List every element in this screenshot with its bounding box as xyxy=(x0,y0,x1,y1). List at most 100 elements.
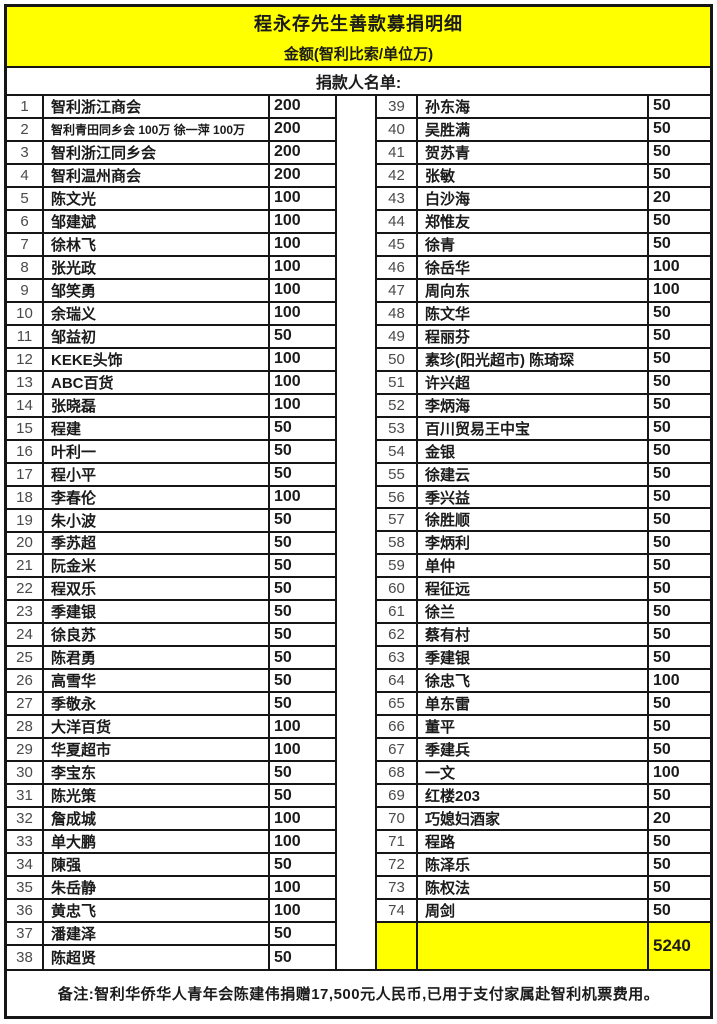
row-number: 45 xyxy=(377,233,418,255)
donor-name: 单东雷 xyxy=(418,693,649,715)
donor-amount: 100 xyxy=(274,235,301,253)
table-row: 37 潘建泽 50 xyxy=(7,923,335,947)
table-row: 1 智利浙江商会 200 xyxy=(7,96,335,119)
row-number: 7 xyxy=(7,233,44,255)
donor-amount: 50 xyxy=(653,465,671,483)
table-row: 24 徐良苏 50 xyxy=(7,624,335,648)
table-row: 38 陈超贤 50 xyxy=(7,946,335,969)
table-row: 46 徐岳华 100 xyxy=(377,256,710,280)
row-number: 53 xyxy=(377,417,418,439)
row-number: 29 xyxy=(7,739,44,761)
donor-name: 白沙海 xyxy=(418,187,649,209)
donor-amount: 100 xyxy=(274,212,301,230)
donor-name: 李宝东 xyxy=(44,762,270,784)
table-gap-column xyxy=(337,96,377,969)
total-row-empty-name-cell xyxy=(418,923,649,969)
row-number: 70 xyxy=(377,808,418,830)
table-row: 36 黄忠飞 100 xyxy=(7,900,335,924)
table-row: 16 叶利一 50 xyxy=(7,440,335,464)
donor-table-left: 1 智利浙江商会 200 2 智利青田同乡会 100万 徐一萍 100万 200… xyxy=(7,96,337,969)
donor-amount: 100 xyxy=(274,488,301,506)
row-number: 35 xyxy=(7,877,44,899)
row-number: 51 xyxy=(377,371,418,393)
table-row: 50 素珍(阳光超市) 陈琦琛 50 xyxy=(377,348,710,372)
donor-amount: 50 xyxy=(653,97,671,115)
table-row: 39 孙东海 50 xyxy=(377,96,710,119)
donor-name: 张敏 xyxy=(418,164,649,186)
donor-name: 智利温州商会 xyxy=(44,164,270,186)
row-number: 26 xyxy=(7,670,44,692)
donor-amount: 50 xyxy=(653,717,671,735)
donor-name: 李春伦 xyxy=(44,486,270,508)
title-block: 程永存先生善款募捐明细 金额(智利比索/单位万) xyxy=(7,7,710,68)
donor-name: 季建兵 xyxy=(418,739,649,761)
row-number: 52 xyxy=(377,394,418,416)
donor-amount: 200 xyxy=(274,97,301,115)
donor-amount: 50 xyxy=(653,579,671,597)
donor-amount: 50 xyxy=(653,396,671,414)
row-number: 68 xyxy=(377,762,418,784)
donor-name: 高雪华 xyxy=(44,670,270,692)
table-row: 18 李春伦 100 xyxy=(7,486,335,510)
donor-amount: 50 xyxy=(274,625,292,643)
donor-name: 程小平 xyxy=(44,463,270,485)
row-number: 32 xyxy=(7,808,44,830)
row-number: 31 xyxy=(7,785,44,807)
table-row: 19 朱小波 50 xyxy=(7,509,335,533)
donor-name: 李炳海 xyxy=(418,394,649,416)
table-row: 12 KEKE头饰 100 xyxy=(7,348,335,372)
donor-tables: 1 智利浙江商会 200 2 智利青田同乡会 100万 徐一萍 100万 200… xyxy=(7,96,710,969)
table-row: 42 张敏 50 xyxy=(377,164,710,188)
donor-name: 素珍(阳光超市) 陈琦琛 xyxy=(418,348,649,370)
total-row: 5240 xyxy=(377,923,710,969)
donor-name: 邹建斌 xyxy=(44,210,270,232)
donor-name: 吴胜满 xyxy=(418,118,649,140)
table-row: 58 李炳利 50 xyxy=(377,532,710,556)
donor-amount: 100 xyxy=(274,373,301,391)
row-number: 1 xyxy=(7,96,44,117)
table-row: 35 朱岳静 100 xyxy=(7,877,335,901)
donor-name: 潘建泽 xyxy=(44,923,270,945)
donor-name: 智利浙江商会 xyxy=(44,96,270,117)
table-row: 55 徐建云 50 xyxy=(377,463,710,487)
donor-name: 张晓磊 xyxy=(44,394,270,416)
row-number: 3 xyxy=(7,141,44,163)
table-row: 11 邹益初 50 xyxy=(7,325,335,349)
donor-amount: 50 xyxy=(653,350,671,368)
row-number: 18 xyxy=(7,486,44,508)
donor-amount: 50 xyxy=(653,304,671,322)
donor-amount: 50 xyxy=(653,166,671,184)
donor-amount: 50 xyxy=(653,143,671,161)
donor-amount: 50 xyxy=(653,442,671,460)
table-row: 21 阮金米 50 xyxy=(7,555,335,579)
row-number: 73 xyxy=(377,877,418,899)
row-number: 55 xyxy=(377,463,418,485)
table-row: 73 陈权法 50 xyxy=(377,877,710,901)
donor-amount: 50 xyxy=(274,648,292,666)
donor-name: 陈文华 xyxy=(418,302,649,324)
row-number: 44 xyxy=(377,210,418,232)
row-number: 30 xyxy=(7,762,44,784)
table-row: 26 高雪华 50 xyxy=(7,670,335,694)
row-number: 40 xyxy=(377,118,418,140)
donor-name: 黄忠飞 xyxy=(44,900,270,922)
row-number: 57 xyxy=(377,509,418,531)
table-row: 8 张光政 100 xyxy=(7,256,335,280)
donor-amount: 200 xyxy=(274,143,301,161)
table-row: 60 程征远 50 xyxy=(377,578,710,602)
donor-name: 陈文光 xyxy=(44,187,270,209)
row-number: 20 xyxy=(7,532,44,554)
donor-name: 巧媳妇酒家 xyxy=(418,808,649,830)
donor-amount: 50 xyxy=(653,419,671,437)
donor-name: 阮金米 xyxy=(44,555,270,577)
row-number: 39 xyxy=(377,96,418,117)
table-row: 25 陈君勇 50 xyxy=(7,647,335,671)
table-row: 3 智利浙江同乡会 200 xyxy=(7,141,335,165)
donor-name: 许兴超 xyxy=(418,371,649,393)
table-row: 15 程建 50 xyxy=(7,417,335,441)
donor-amount: 50 xyxy=(653,556,671,574)
donor-name: 陈光策 xyxy=(44,785,270,807)
donor-amount: 50 xyxy=(274,786,292,804)
donor-name: 大洋百货 xyxy=(44,716,270,738)
donor-name: 陈权法 xyxy=(418,877,649,899)
